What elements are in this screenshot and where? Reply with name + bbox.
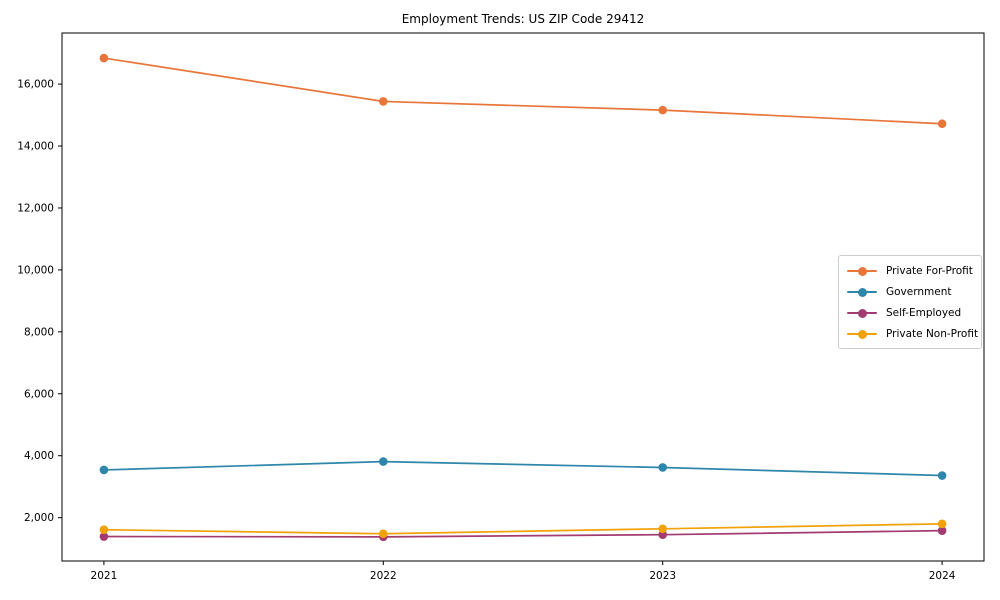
y-tick-label: 14,000	[17, 141, 54, 153]
chart-title: Employment Trends: US ZIP Code 29412	[401, 12, 645, 26]
legend-item-self-employed: Self-Employed	[847, 304, 973, 321]
series-marker-government	[379, 457, 388, 466]
series-line-private-non-profit	[103, 522, 943, 535]
legend-item-private-for-profit: Private For-Profit	[847, 262, 973, 279]
y-tick-label: 6,000	[24, 388, 54, 400]
legend-label: Private For-Profit	[886, 264, 973, 277]
legend-label: Private Non-Profit	[886, 327, 979, 340]
y-tick-label: 12,000	[17, 202, 54, 214]
series-marker-private-non-profit	[99, 525, 109, 535]
legend-line-dot-icon	[847, 304, 877, 321]
y-tick-label: 4,000	[24, 450, 54, 462]
x-tick-label: 2023	[649, 570, 676, 582]
series-marker-self-employed	[937, 526, 947, 535]
series-marker-private-for-profit	[99, 53, 109, 63]
y-tick-label: 16,000	[17, 79, 54, 91]
series-marker-private-for-profit	[379, 97, 388, 106]
legend-item-government: Government	[847, 283, 973, 300]
axes-spines	[61, 32, 985, 562]
series-marker-private-non-profit	[937, 519, 947, 529]
series-marker-self-employed	[658, 530, 667, 539]
series-marker-government	[99, 465, 109, 475]
series-marker-private-non-profit	[658, 524, 667, 534]
series-marker-private-non-profit	[379, 529, 388, 539]
legend-line-dot-icon	[847, 262, 877, 279]
series-marker-government	[937, 471, 947, 480]
x-tick-label: 2022	[370, 570, 397, 582]
legend-item-private-non-profit: Private Non-Profit	[847, 325, 978, 342]
series-marker-private-for-profit	[937, 119, 947, 129]
x-tick-label: 2021	[91, 570, 118, 582]
series-line-private-for-profit	[103, 57, 943, 125]
series-line-government	[103, 460, 943, 477]
series-marker-private-for-profit	[658, 105, 667, 115]
legend-label: Government	[886, 285, 952, 298]
y-tick-label: 10,000	[17, 264, 54, 276]
legend-line-dot-icon	[847, 325, 877, 342]
y-tick-label: 2,000	[24, 512, 54, 524]
legend: Private For-Profit Government Self-Employe…	[838, 255, 982, 349]
series-line-self-employed	[103, 529, 943, 538]
legend-label: Self-Employed	[886, 306, 962, 319]
y-tick-label: 8,000	[24, 326, 54, 338]
series-marker-government	[658, 463, 667, 472]
legend-line-dot-icon	[847, 283, 877, 300]
x-tick-label: 2024	[929, 570, 956, 582]
series-marker-self-employed	[99, 532, 109, 541]
